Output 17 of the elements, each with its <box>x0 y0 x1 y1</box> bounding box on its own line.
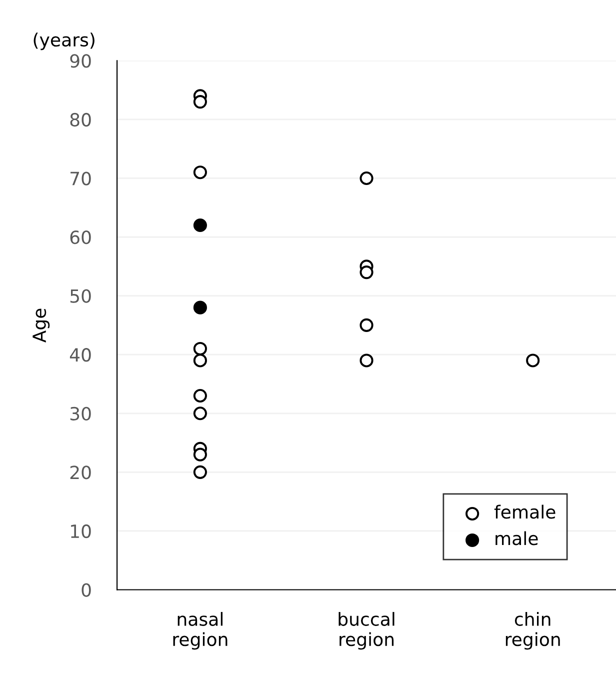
y-tick-label: 10 <box>71 524 91 538</box>
y-tick-label: 80 <box>70 112 91 127</box>
y-tick-label: 0 <box>82 583 91 597</box>
x-tick-label: buccal region <box>338 612 394 650</box>
y-tick-label: 40 <box>70 348 91 362</box>
x-tick-label: chin region <box>506 612 560 650</box>
legend-label: female <box>494 504 556 519</box>
text: (years) <box>34 32 94 50</box>
y-tick-label: 50 <box>70 289 91 303</box>
y-axis-title: Age <box>32 308 50 343</box>
y-tick-label: 20 <box>70 466 91 480</box>
x-tick-label: nasal region <box>173 612 228 650</box>
legend-label: male <box>496 531 538 546</box>
y-tick-label: 30 <box>70 406 91 421</box>
y-tick-label: 90 <box>70 54 91 68</box>
y-tick-label: 70 <box>70 172 91 186</box>
y-tick-label: 60 <box>70 230 91 244</box>
